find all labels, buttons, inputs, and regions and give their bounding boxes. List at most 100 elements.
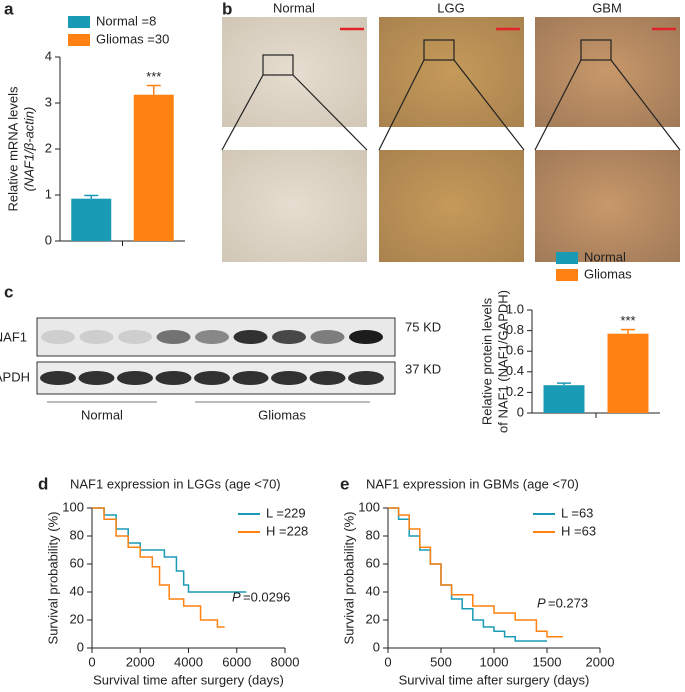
bar <box>543 385 585 413</box>
y-tick-label: 0.8 <box>506 322 524 337</box>
y-tick-label: 80 <box>70 527 84 542</box>
image <box>379 17 524 127</box>
blot-band <box>349 330 383 344</box>
blot-group: Normal <box>81 407 123 422</box>
survival-curve <box>92 507 225 628</box>
blot-band <box>195 330 229 344</box>
y-tick-label: 0 <box>45 232 52 247</box>
y-tick-label: 80 <box>366 527 380 542</box>
blot-row-label: NAF1 <box>0 329 27 344</box>
image <box>222 17 367 127</box>
ihc-title: Normal <box>273 0 315 15</box>
panel-label: d <box>38 474 48 493</box>
survival-curve <box>388 507 547 642</box>
blot-row-label: GAPDH <box>0 369 30 384</box>
x-tick-label: 500 <box>430 654 452 669</box>
panel-label: e <box>340 474 349 493</box>
inset-box <box>262 54 294 76</box>
zoom-lines <box>221 59 681 151</box>
blot-band <box>156 330 191 344</box>
panel-label: a <box>4 0 14 18</box>
p-symbol: P <box>537 595 546 610</box>
legend-label: L =63 <box>561 505 593 520</box>
blot-band <box>41 330 75 344</box>
blot-band <box>118 330 152 344</box>
y-tick-label: 0.2 <box>506 384 524 399</box>
y-tick-label: 1.0 <box>506 301 524 316</box>
blot-band <box>310 330 345 344</box>
y-tick-label: 60 <box>70 555 84 570</box>
image <box>535 150 680 262</box>
p-value: =0.0296 <box>243 589 290 604</box>
legend-label: Gliomas =30 <box>96 31 169 46</box>
legend-label: L =229 <box>266 505 306 520</box>
bar <box>133 94 174 241</box>
y-tick-label: 3 <box>45 94 52 109</box>
blot-size: 75 KD <box>405 319 441 334</box>
legend-label: Normal =8 <box>96 13 156 28</box>
blot-band <box>194 371 230 385</box>
blot-band <box>233 330 268 344</box>
significance: *** <box>146 69 161 84</box>
image <box>535 17 680 127</box>
y-tick-label: 0 <box>517 404 524 419</box>
legend-label: H =63 <box>561 523 596 538</box>
panel-label: b <box>222 0 232 18</box>
inset-box <box>423 39 455 61</box>
x-axis-label: Survival time after surgery (days) <box>399 672 590 687</box>
blot-band <box>155 371 192 385</box>
x-axis-label: Survival time after surgery (days) <box>93 672 284 687</box>
y-tick-label: 40 <box>70 583 84 598</box>
y-tick-label: 100 <box>62 499 84 514</box>
ihc-title: GBM <box>592 0 622 15</box>
blot-band <box>78 371 115 385</box>
y-tick-label: 1 <box>45 186 52 201</box>
legend-swatch <box>68 34 90 46</box>
legend-swatch <box>68 16 90 28</box>
x-tick-label: 4000 <box>174 654 203 669</box>
legend-swatch <box>556 269 578 281</box>
panel-label: c <box>4 282 13 301</box>
bar <box>607 333 649 413</box>
blot-band <box>309 371 346 385</box>
legend-label: Normal <box>584 249 626 264</box>
y-tick-label: 0.6 <box>506 343 524 358</box>
y-tick-label: 20 <box>70 611 84 626</box>
survival-curve <box>388 507 563 638</box>
ihc-images <box>221 17 681 262</box>
x-tick-label: 2000 <box>126 654 155 669</box>
survival-curve <box>92 507 247 593</box>
y-tick-label: 40 <box>366 583 380 598</box>
y-tick-label: 0 <box>77 639 84 654</box>
image <box>379 150 524 262</box>
blot-band <box>272 330 306 344</box>
significance: *** <box>620 313 635 328</box>
x-tick-label: 0 <box>88 654 95 669</box>
blot-band <box>271 371 307 385</box>
inset-box <box>580 39 612 61</box>
y-tick-label: 0.4 <box>506 363 524 378</box>
y-axis-label: of NAF1 (NAF1/GAPDH) <box>495 290 510 433</box>
y-tick-label: 4 <box>45 48 52 63</box>
legend-swatch <box>556 252 578 264</box>
p-symbol: P <box>232 589 241 604</box>
legend-label: Gliomas <box>584 266 632 281</box>
y-tick-label: 2 <box>45 140 52 155</box>
blot-band <box>348 371 384 385</box>
y-tick-label: 20 <box>366 611 380 626</box>
chart-title: NAF1 expression in LGGs (age <70) <box>70 476 281 491</box>
y-axis-label: Relative mRNA levels <box>5 86 20 211</box>
y-tick-label: 60 <box>366 555 380 570</box>
image <box>222 150 367 262</box>
x-tick-label: 0 <box>384 654 391 669</box>
blot-band <box>117 371 153 385</box>
y-tick-label: 0 <box>373 639 380 654</box>
blot-band <box>79 330 114 344</box>
y-tick-label: 100 <box>358 499 380 514</box>
x-tick-label: 1500 <box>533 654 562 669</box>
ihc-title: LGG <box>437 0 464 15</box>
x-tick-label: 1000 <box>480 654 509 669</box>
y-axis-label: Survival probability (%) <box>45 512 60 645</box>
y-axis-label: Survival probability (%) <box>341 512 356 645</box>
